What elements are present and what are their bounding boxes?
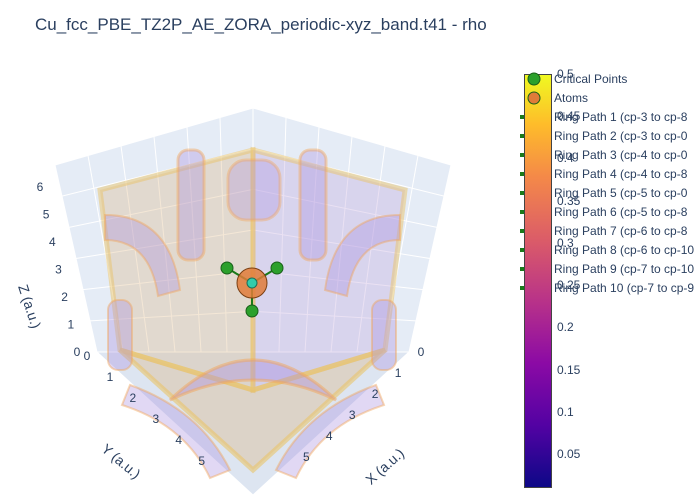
legend-label: Ring Path 2 (cp-3 to cp-0	[554, 129, 688, 143]
x-tick-label: 0	[418, 345, 425, 359]
iso-tube-right-arc	[323, 213, 401, 298]
colorbar-tick-label: 0.05	[557, 447, 581, 462]
legend-label: Ring Path 8 (cp-6 to cp-10	[554, 243, 695, 257]
iso-tube-left-vertical	[107, 299, 133, 371]
legend-item[interactable]: Ring Path 3 (cp-4 to cp-0	[520, 146, 700, 165]
iso-tube-top-center	[226, 158, 282, 222]
legend-item[interactable]: Ring Path 7 (cp-6 to cp-8	[520, 222, 700, 241]
legend-label: Ring Path 3 (cp-4 to cp-0	[554, 148, 688, 162]
y-tick-label: 5	[198, 454, 205, 468]
legend-line-swatch	[520, 134, 524, 138]
x-tick-label: 1	[395, 366, 402, 380]
colorbar-tick-label: 0.3	[557, 235, 574, 250]
z-tick-label: 6	[37, 180, 44, 194]
legend-label: Ring Path 4 (cp-4 to cp-8	[554, 167, 688, 181]
x-axis-title: X (a.u.)	[362, 445, 407, 488]
iso-bottom-slab	[118, 347, 387, 474]
colorbar-tick-label: 0.2	[557, 320, 574, 335]
critical-point-marker	[246, 277, 258, 289]
legend-item[interactable]: Ring Path 1 (cp-3 to cp-8	[520, 108, 700, 127]
iso-tube-left-arc	[104, 213, 182, 298]
x-tick-label: 5	[303, 450, 310, 464]
z-tick-label: 0	[74, 345, 81, 359]
critical-point-marker	[270, 261, 284, 275]
legend-item[interactable]: Ring Path 5 (cp-5 to cp-0	[520, 184, 700, 203]
z-axis-title: Z (a.u.)	[15, 283, 44, 331]
legend-item[interactable]: Ring Path 6 (cp-5 to cp-8	[520, 203, 700, 222]
colorbar-tick-label: 0.15	[557, 362, 581, 377]
x-tick-label: 4	[326, 429, 333, 443]
legend-marker-swatch	[527, 91, 541, 105]
legend-label: Ring Path 9 (cp-7 to cp-10	[554, 262, 695, 276]
legend-item[interactable]: Atoms	[520, 89, 700, 108]
iso-tube-bottom-ring	[168, 358, 338, 402]
legend-item[interactable]: Critical Points	[520, 70, 700, 89]
isosurface	[97, 146, 408, 480]
critical-point-marker	[245, 304, 259, 318]
legend-line-swatch	[520, 267, 524, 271]
iso-tube-top-left	[176, 148, 206, 262]
colorbar-tick-label: 0.4	[557, 151, 574, 166]
x-tick-label: 3	[349, 408, 356, 422]
legend-item[interactable]: Ring Path 2 (cp-3 to cp-0	[520, 127, 700, 146]
z-tick-label: 2	[61, 290, 68, 304]
legend-item[interactable]: Ring Path 8 (cp-6 to cp-10	[520, 241, 700, 260]
y-tick-label: 3	[152, 412, 159, 426]
legend-label: Ring Path 1 (cp-3 to cp-8	[554, 110, 688, 124]
colorbar-tick-label: 0.35	[557, 193, 581, 208]
legend-label: Critical Points	[554, 72, 628, 86]
y-tick-label: 4	[175, 433, 182, 447]
colorbar-tick-label: 0.5	[557, 67, 574, 81]
colorbar-tick-label: 0.1	[557, 404, 574, 419]
legend-marker-swatch	[527, 72, 541, 86]
iso-tube-bottom-right	[274, 383, 386, 480]
colorbar-tick-label: 0.25	[557, 278, 581, 293]
legend-line-swatch	[520, 153, 524, 157]
legend-item[interactable]: Ring Path 10 (cp-7 to cp-9	[520, 279, 700, 298]
legend-item[interactable]: Ring Path 9 (cp-7 to cp-10	[520, 260, 700, 279]
z-tick-label: 4	[49, 235, 56, 249]
legend-label: Ring Path 7 (cp-6 to cp-8	[554, 224, 688, 238]
iso-tube-top-right	[298, 148, 328, 262]
x-tick-label: 2	[372, 387, 379, 401]
scene-walls	[54, 107, 452, 496]
z-tick-label: 1	[67, 318, 74, 332]
z-tick-label: 3	[55, 263, 62, 277]
legend-line-swatch	[520, 115, 524, 119]
legend-line-swatch	[520, 191, 524, 195]
y-tick-label: 1	[107, 370, 114, 384]
y-tick-label: 2	[130, 391, 137, 405]
legend-label: Atoms	[554, 91, 589, 105]
legend-label: Ring Path 10 (cp-7 to cp-9	[554, 281, 695, 295]
legend-line-swatch	[520, 248, 524, 252]
molecular-graph	[220, 261, 284, 318]
critical-point-marker	[220, 261, 234, 275]
legend-line-swatch	[520, 172, 524, 176]
legend: Critical Points Atoms Ring Path 1 (cp-3 to…	[520, 70, 700, 298]
legend-label: Ring Path 6 (cp-5 to cp-8	[554, 205, 688, 219]
y-axis-title: Y (a.u.)	[99, 440, 144, 482]
legend-line-swatch	[520, 286, 524, 290]
colorbar	[524, 74, 552, 488]
z-tick-label: 5	[43, 208, 50, 222]
iso-tube-right-vertical	[371, 299, 397, 371]
chart-title: Cu_fcc_PBE_TZ2P_AE_ZORA_periodic-xyz_ban…	[35, 15, 487, 34]
legend-item[interactable]: Ring Path 4 (cp-4 to cp-8	[520, 165, 700, 184]
iso-tube-bottom-left	[120, 383, 232, 480]
legend-line-swatch	[520, 210, 524, 214]
legend-label: Ring Path 5 (cp-5 to cp-0	[554, 186, 688, 200]
legend-line-swatch	[520, 229, 524, 233]
colorbar-tick-label: 0.45	[557, 109, 581, 124]
y-tick-label: 0	[84, 349, 91, 363]
